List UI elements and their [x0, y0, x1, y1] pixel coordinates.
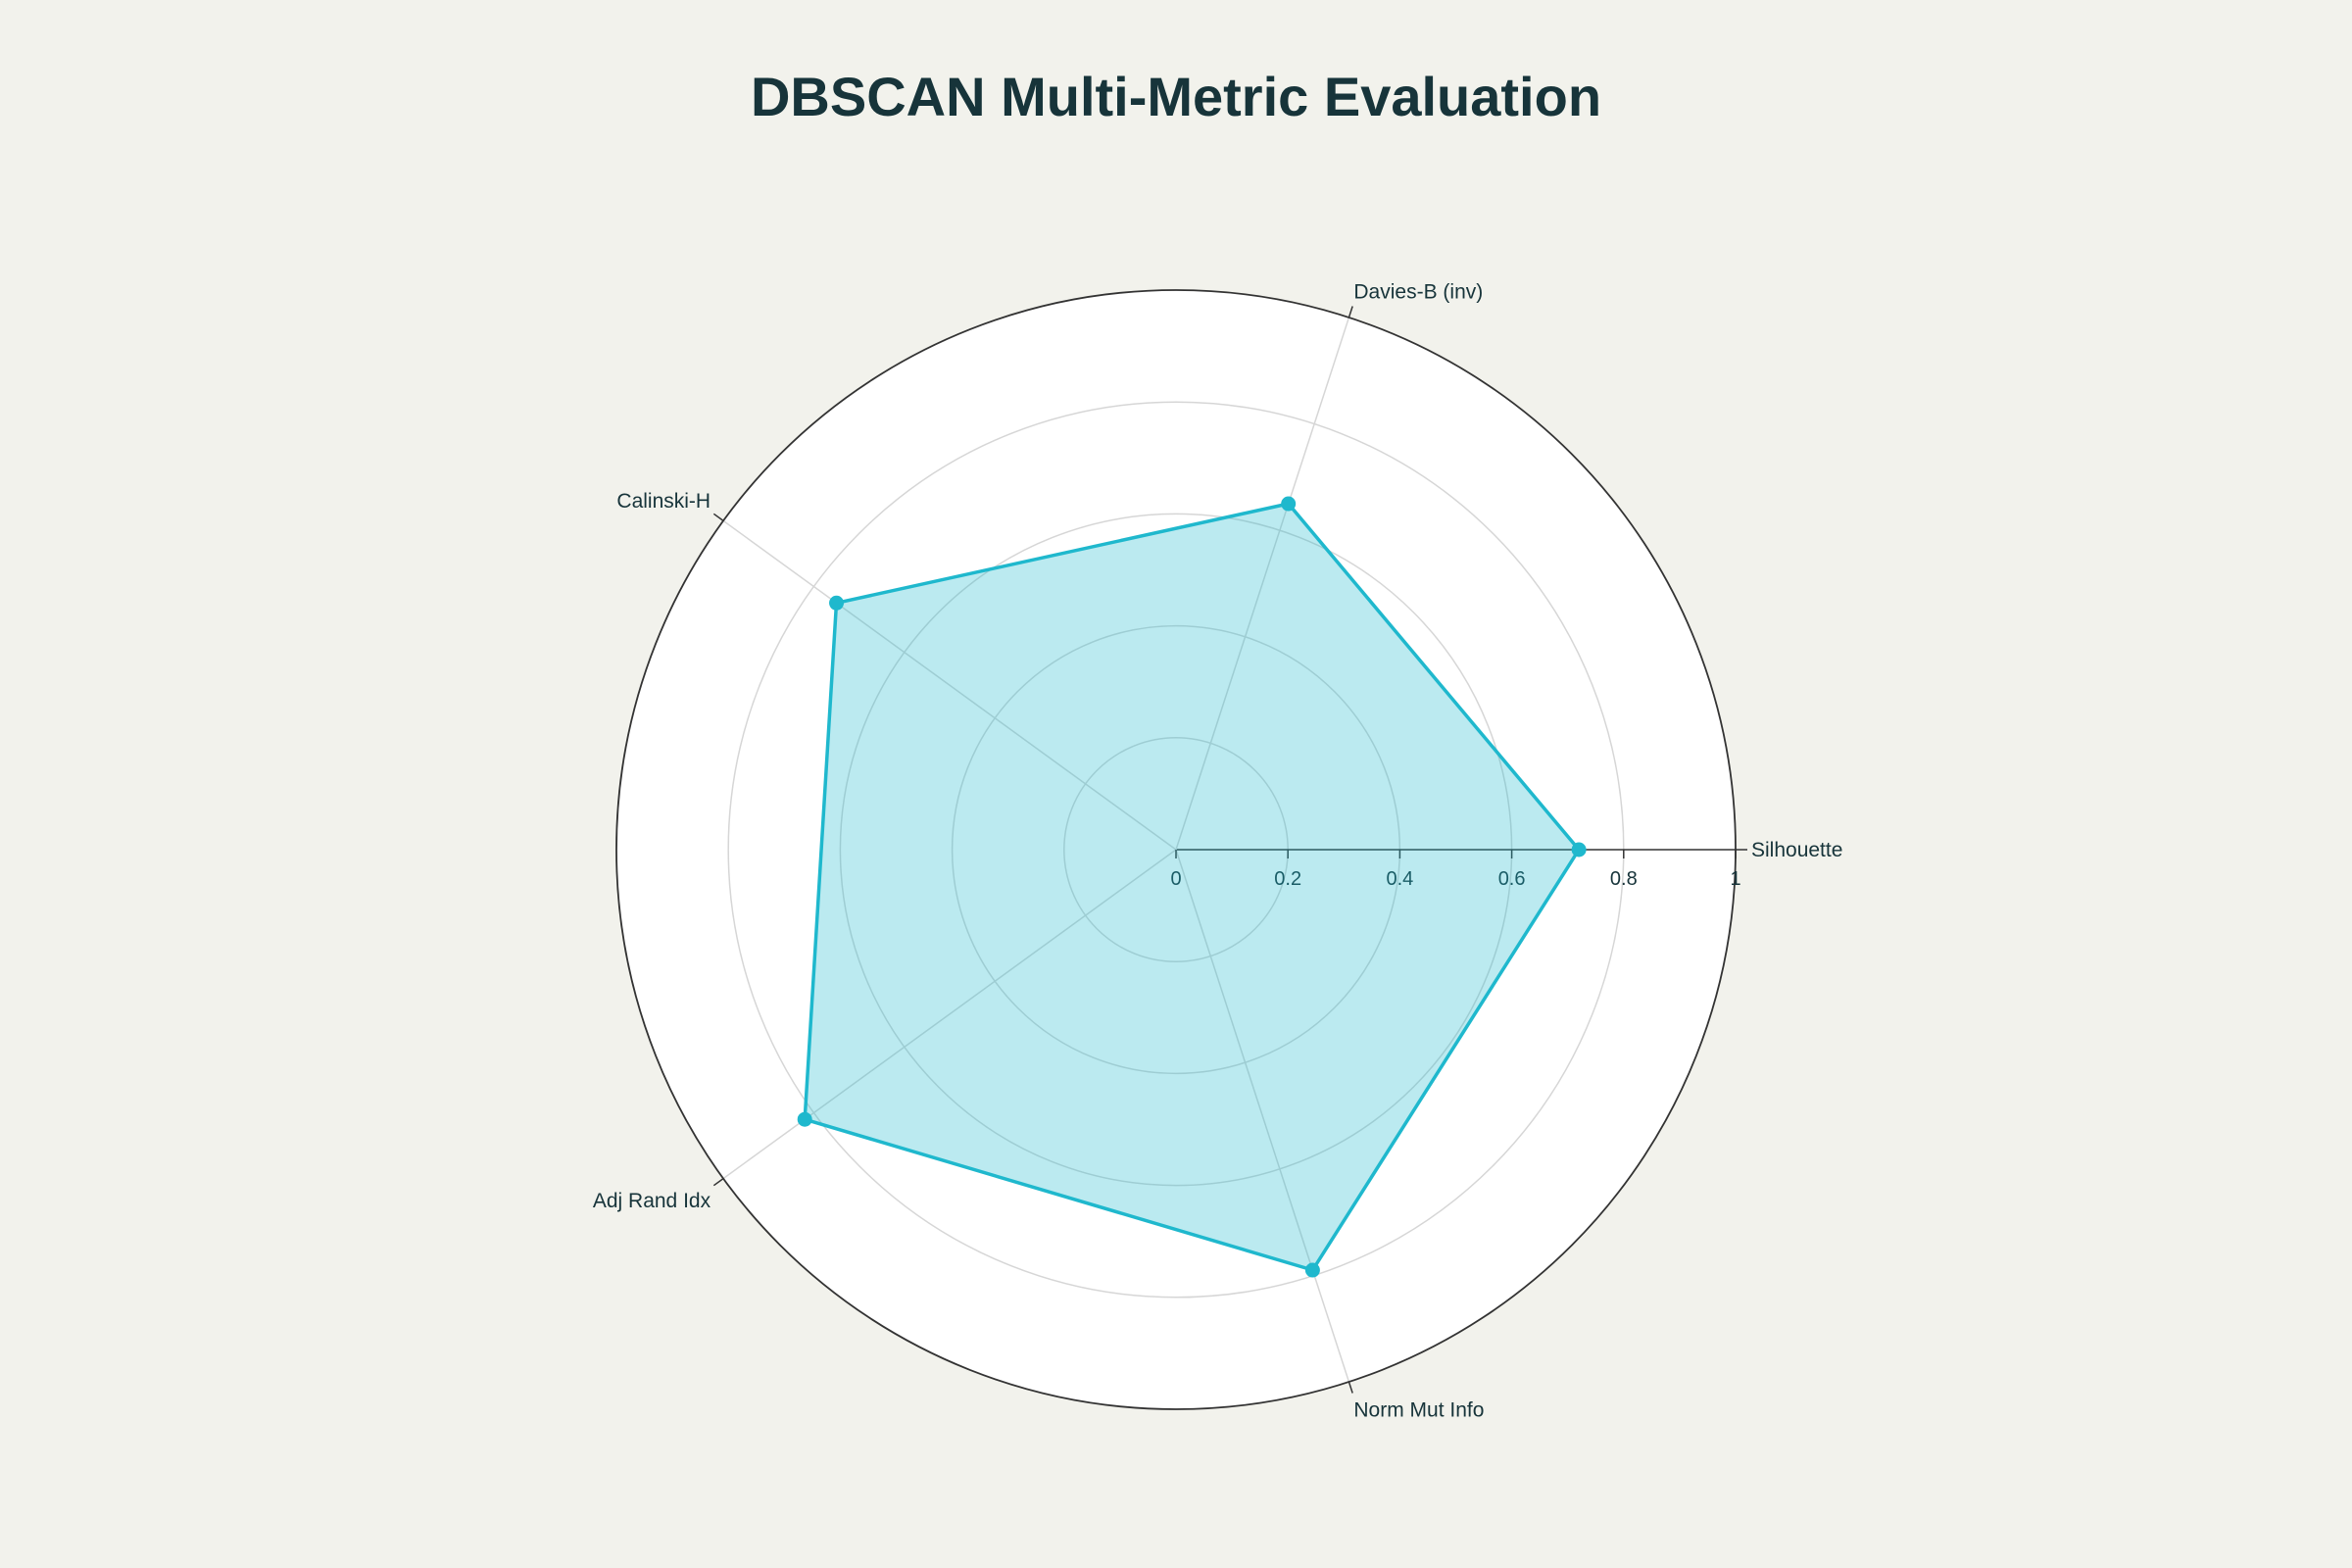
data-point-davies-b-inv-	[1281, 496, 1297, 512]
axis-tick	[1348, 1381, 1353, 1394]
series-area	[803, 502, 1581, 1272]
plot-area: 0 0.2 0.4 0.6 0.8 1 Silhouette Davies-B (inv) Ca…	[593, 281, 1843, 1422]
data-point-calinski-h	[829, 595, 845, 611]
chart-title: DBSCAN Multi-Metric Evaluation	[751, 66, 1601, 127]
axis-label-calinski-h: Calinski-H	[616, 490, 710, 513]
spoke-adj-rand-idx	[722, 849, 1177, 1180]
spoke-davies-b-inv-	[1175, 317, 1350, 851]
axis-label-norm-mut-info: Norm Mut Info	[1353, 1398, 1484, 1421]
radial-tick-label: 0.2	[1274, 868, 1301, 890]
radial-tick-label: 0.8	[1610, 868, 1638, 890]
axis-label-adj-rand-idx: Adj Rand Idx	[593, 1190, 711, 1212]
axis-label-silhouette: Silhouette	[1751, 839, 1842, 861]
axis-tick	[712, 513, 724, 521]
radial-tick-label: 0.6	[1498, 868, 1526, 890]
axis-label-davies-b-inv-: Davies-B (inv)	[1353, 281, 1483, 304]
data-point-silhouette	[1571, 842, 1587, 858]
data-point-norm-mut-info	[1304, 1262, 1320, 1278]
radial-tick-label: 0.4	[1386, 868, 1413, 890]
radial-tick-label: 0	[1170, 868, 1181, 890]
axis-tick	[712, 1178, 724, 1187]
radial-tick-label: 1	[1730, 868, 1740, 890]
spoke-calinski-h	[722, 519, 1177, 851]
spoke-norm-mut-info	[1175, 849, 1350, 1383]
data-point-adj-rand-idx	[797, 1111, 812, 1127]
axis-tick	[1348, 306, 1353, 318]
